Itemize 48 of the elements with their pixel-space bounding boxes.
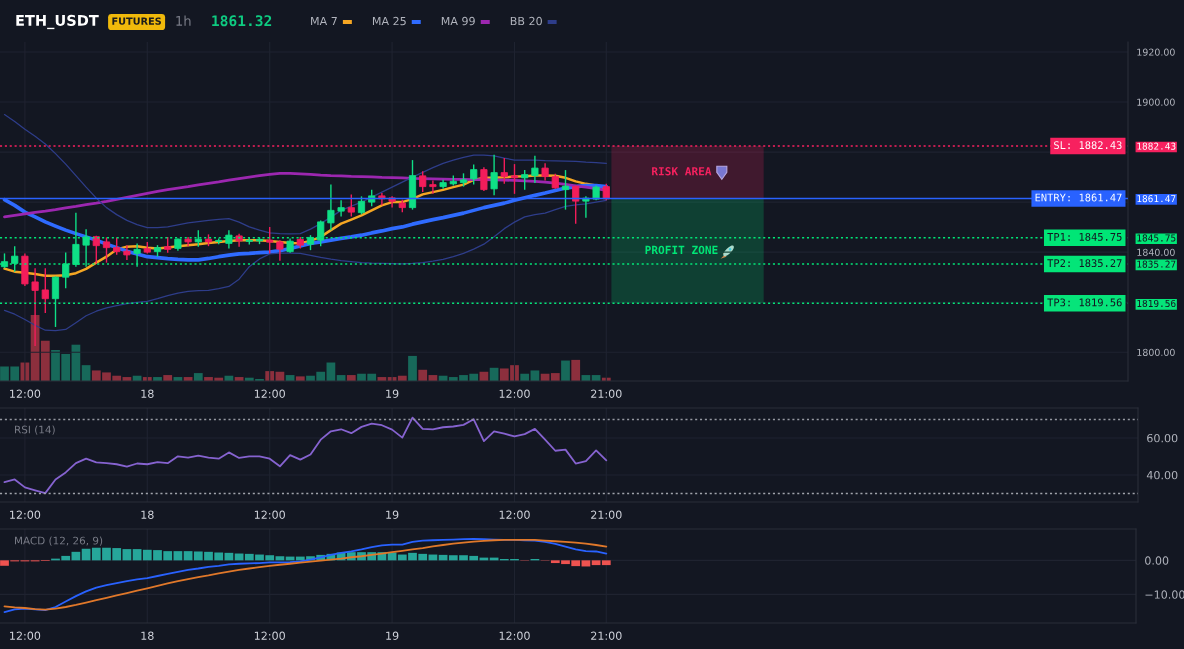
x-tick-label: 12:00 — [10, 631, 41, 640]
x-tick-label: 12:00 — [499, 389, 530, 398]
y-tick-label: 1861.47 — [1137, 195, 1176, 203]
x-tick-label: 18 — [141, 510, 154, 519]
y-tick-label: 0.00 — [1145, 556, 1169, 565]
x-tick-label: 12:00 — [254, 510, 285, 519]
text: FUTURES — [112, 17, 161, 25]
band-label: RISK AREA — [652, 167, 712, 176]
x-tick-label: 12:00 — [10, 510, 41, 519]
ref-line-label: TP2: 1835.27 — [1047, 259, 1122, 268]
x-tick-label: 21:00 — [591, 631, 622, 640]
x-tick-label: 19 — [386, 510, 399, 519]
y-tick-label: 1819.56 — [1137, 299, 1176, 308]
x-tick-label: 19 — [386, 389, 399, 398]
y-tick-label: 1835.27 — [1137, 260, 1176, 268]
ref-line-label: SL: 1882.43 — [1054, 141, 1122, 150]
ref-line-label: TP1: 1845.75 — [1047, 232, 1122, 241]
text: RSI (14) — [15, 425, 55, 435]
y-tick-label: 1920.00 — [1137, 48, 1175, 56]
y-tick-label: 1900.00 — [1137, 98, 1175, 106]
y-tick-label: 1882.43 — [1137, 142, 1176, 150]
x-tick-label: 12:00 — [10, 389, 41, 398]
ref-line-label: TP3: 1819.56 — [1047, 298, 1122, 307]
y-tick-label: 1800.00 — [1137, 348, 1175, 356]
x-tick-label: 19 — [386, 631, 399, 640]
legend-label: BB 20 — [510, 16, 542, 26]
text: MACD (12, 26, 9) — [15, 536, 103, 546]
x-tick-label: 18 — [141, 389, 154, 398]
y-tick-label: 40.00 — [1146, 470, 1178, 480]
ref-line-label: ENTRY: 1861.47 — [1035, 193, 1122, 202]
x-tick-label: 12:00 — [499, 631, 530, 640]
x-tick-label: 12:00 — [254, 389, 285, 398]
x-tick-label: 18 — [141, 631, 154, 640]
y-tick-label: −10.00 — [1145, 590, 1184, 599]
text: 1h — [176, 15, 191, 26]
x-tick-label: 12:00 — [254, 631, 285, 640]
y-tick-label: 1840.00 — [1137, 248, 1175, 256]
legend-label: MA 99 — [441, 16, 475, 26]
y-tick-label: 60.00 — [1147, 433, 1178, 443]
chart-title: ETH_USDT — [16, 14, 99, 30]
text: 1861.32 — [212, 15, 272, 27]
x-tick-label: 12:00 — [499, 510, 530, 519]
y-tick-label: 1845.75 — [1137, 234, 1176, 242]
legend-label: MA 25 — [372, 16, 406, 26]
x-tick-label: 21:00 — [591, 389, 622, 398]
legend-label: MA 7 — [311, 16, 337, 26]
x-tick-label: 21:00 — [591, 510, 622, 519]
band-label: PROFIT ZONE — [645, 245, 718, 255]
